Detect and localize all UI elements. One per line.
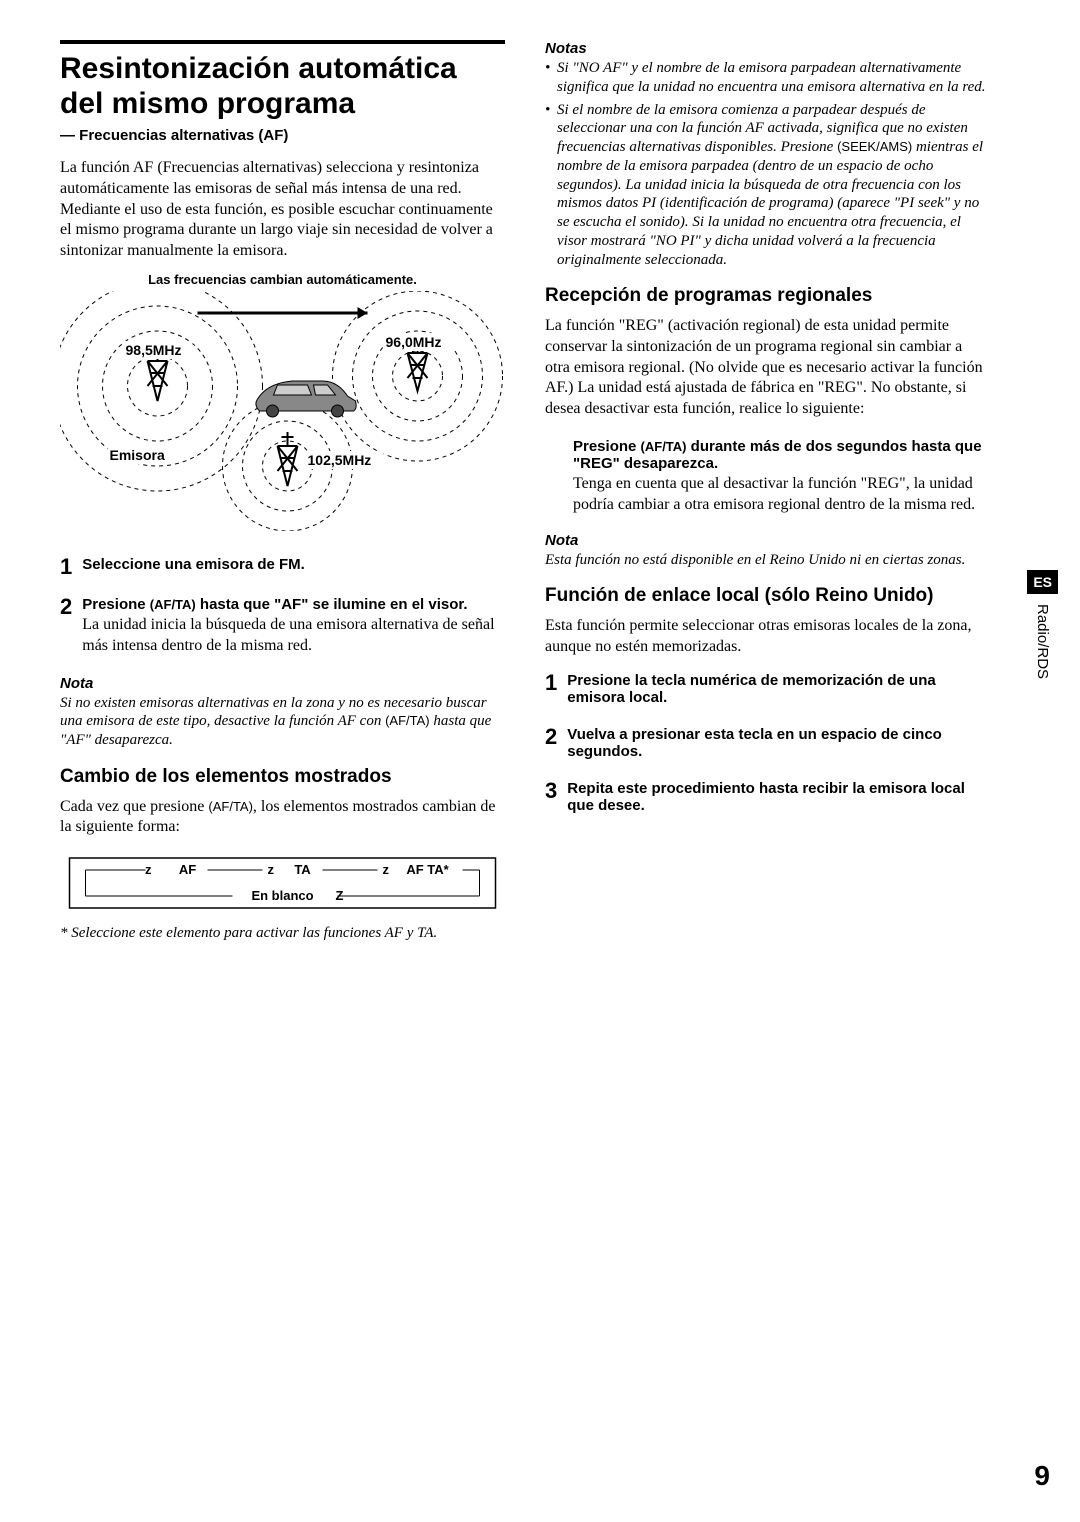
svg-text:AF TA*: AF TA*	[406, 862, 449, 877]
note-body: Si no existen emisoras alternativas en l…	[60, 694, 505, 750]
svg-text:AF: AF	[179, 862, 196, 877]
step-1-title: Seleccione una emisora de FM.	[82, 556, 505, 573]
svg-text:En blanco: En blanco	[251, 888, 313, 903]
notas-body: Si "NO AF" y el nombre de la emisora par…	[545, 59, 990, 269]
flow-diagram: z AF z TA z AF TA* En blanco Z	[60, 856, 505, 911]
subtitle: — Frecuencias alternativas (AF)	[60, 127, 505, 144]
footnote: * Seleccione este elemento para activar …	[60, 924, 505, 943]
frequency-diagram: 98,5MHz 96,0MHz 102,5MHz Emisora	[60, 291, 505, 531]
funcion-paragraph: Esta función permite seleccionar otras e…	[545, 616, 990, 658]
svg-text:z: z	[268, 862, 275, 877]
nota2-body: Esta función no está disponible en el Re…	[545, 551, 990, 570]
right-column: Notas Si "NO AF" y el nombre de la emiso…	[545, 40, 1020, 943]
svg-text:TA: TA	[294, 862, 311, 877]
fstep2-title: Vuelva a presionar esta tecla en un espa…	[567, 726, 990, 760]
section-tab-label: Radio/RDS	[1034, 604, 1051, 679]
step-number: 1	[545, 672, 557, 694]
step-2-body: La unidad inicia la búsqueda de una emis…	[82, 615, 505, 657]
section-heading-cambio: Cambio de los elementos mostrados	[60, 766, 505, 789]
funcion-step-1: 1 Presione la tecla numérica de memoriza…	[545, 672, 990, 708]
funcion-step-2: 2 Vuelva a presionar esta tecla en un es…	[545, 726, 990, 762]
emisora-label: Emisora	[110, 447, 165, 463]
side-tab: ES Radio/RDS	[1027, 570, 1058, 679]
page-content: Resintonización automática del mismo pro…	[60, 40, 1020, 943]
section-heading-recepcion: Recepción de programas regionales	[545, 285, 990, 308]
step-1: 1 Seleccione una emisora de FM.	[60, 556, 505, 578]
svg-text:z: z	[145, 862, 152, 877]
funcion-step-3: 3 Repita este procedimiento hasta recibi…	[545, 780, 990, 816]
button-label: (AF/TA)	[150, 597, 196, 612]
title-rule	[60, 40, 505, 44]
freq-label-2: 96,0MHz	[386, 334, 442, 350]
recepcion-paragraph: La función "REG" (activación regional) d…	[545, 316, 990, 420]
step-number: 1	[60, 556, 72, 578]
step-number: 2	[60, 596, 72, 618]
page-number: 9	[1034, 1460, 1050, 1492]
freq-label-3: 102,5MHz	[308, 452, 372, 468]
left-column: Resintonización automática del mismo pro…	[60, 40, 505, 943]
button-label: (SEEK/AMS)	[837, 139, 912, 154]
button-label: (AF/TA)	[385, 713, 430, 728]
step-number: 2	[545, 726, 557, 748]
cambio-paragraph: Cada vez que presione (AF/TA), los eleme…	[60, 797, 505, 839]
step-2: 2 Presione (AF/TA) hasta que "AF" se ilu…	[60, 596, 505, 657]
notas-item-1: Si "NO AF" y el nombre de la emisora par…	[545, 59, 990, 97]
notas-item-2: Si el nombre de la emisora comienza a pa…	[545, 101, 990, 270]
main-title: Resintonización automática del mismo pro…	[60, 52, 505, 121]
reg-step-title: Presione (AF/TA) durante más de dos segu…	[573, 438, 990, 472]
diagram-caption: Las frecuencias cambian automáticamente.	[60, 272, 505, 287]
nota2-heading: Nota	[545, 532, 990, 549]
fstep1-title: Presione la tecla numérica de memorizaci…	[567, 672, 990, 706]
step-2-title: Presione (AF/TA) hasta que "AF" se ilumi…	[82, 596, 505, 613]
notas-heading: Notas	[545, 40, 990, 57]
button-label: (AF/TA)	[208, 799, 253, 814]
note-heading: Nota	[60, 675, 505, 692]
svg-text:Z: Z	[336, 888, 344, 903]
language-tab: ES	[1027, 570, 1058, 594]
button-label: (AF/TA)	[641, 439, 687, 454]
step-number: 3	[545, 780, 557, 802]
section-heading-funcion: Función de enlace local (sólo Reino Unid…	[545, 585, 990, 608]
intro-paragraph: La función AF (Frecuencias alternativas)…	[60, 158, 505, 262]
svg-text:z: z	[383, 862, 390, 877]
freq-label-1: 98,5MHz	[126, 342, 182, 358]
reg-step-body: Tenga en cuenta que al desactivar la fun…	[573, 474, 990, 516]
fstep3-title: Repita este procedimiento hasta recibir …	[567, 780, 990, 814]
